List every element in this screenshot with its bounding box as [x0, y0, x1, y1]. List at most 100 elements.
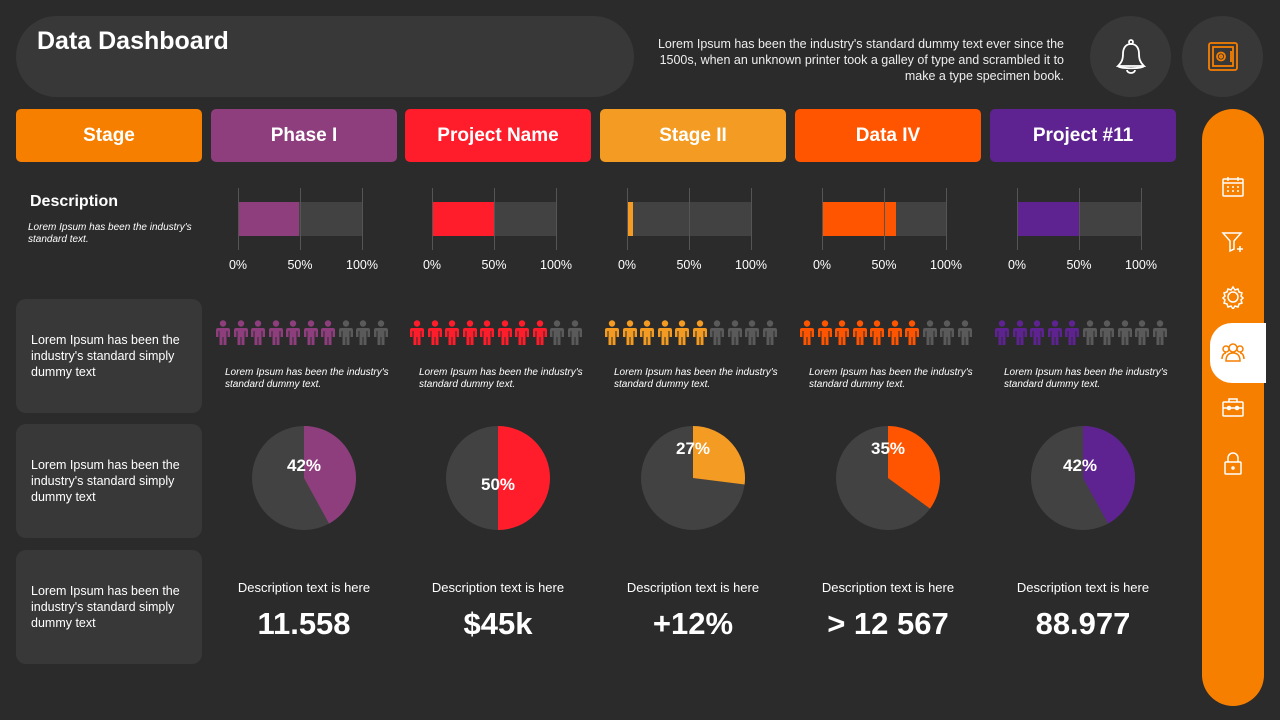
person-icon: [640, 320, 654, 345]
person-icon: [445, 320, 459, 345]
tick-label: 50%: [287, 258, 313, 272]
settings-icon[interactable]: [1221, 285, 1245, 309]
person-icon: [286, 320, 300, 345]
gridline: [822, 188, 823, 250]
gridline: [432, 188, 433, 250]
person-icon: [657, 320, 672, 345]
person-icon: [835, 320, 849, 345]
tick-label: 50%: [1066, 258, 1092, 272]
toolbox-icon[interactable]: [1221, 395, 1245, 419]
gridline: [556, 188, 557, 250]
person-icon: [427, 320, 442, 345]
person-icon: [550, 320, 564, 345]
safe-button[interactable]: [1182, 16, 1263, 97]
progress-bar-fill: [238, 202, 299, 236]
people-caption: Lorem Ipsum has been the industry's stan…: [225, 367, 389, 390]
people-gauge: [604, 320, 778, 345]
person-icon: [762, 320, 777, 345]
notifications-button[interactable]: [1090, 16, 1171, 97]
pie-label: 35%: [870, 439, 906, 458]
people-caption: Lorem Ipsum has been the industry's stan…: [809, 367, 973, 390]
person-icon: [338, 320, 353, 345]
metric-description: Description text is here: [431, 580, 565, 595]
person-icon: [251, 320, 265, 345]
progress-bar: 0% 50% 100%: [423, 188, 572, 272]
tick-label: 0%: [812, 258, 832, 272]
gridline: [362, 188, 363, 250]
person-icon: [940, 320, 954, 345]
people-gauge: [409, 320, 583, 345]
lock-icon[interactable]: [1221, 451, 1245, 475]
pie-label: 27%: [675, 439, 711, 458]
pie-slice: [888, 426, 940, 509]
person-icon: [1117, 320, 1132, 345]
column-header-3[interactable]: Stage II: [600, 109, 786, 162]
metric-value: +12%: [652, 606, 734, 641]
progress-bar: 0% 50% 100%: [229, 188, 378, 272]
calendar-icon[interactable]: [1221, 175, 1245, 199]
progress-bar-fill: [822, 202, 897, 236]
pie-chart: 27%: [641, 426, 745, 530]
column-header-1[interactable]: Phase I: [211, 109, 397, 162]
person-icon: [675, 320, 689, 345]
person-icon: [692, 320, 707, 345]
pie-chart: 42%: [1031, 426, 1135, 530]
metric-value: > 12 567: [827, 606, 949, 641]
metric-description: Description text is here: [821, 580, 955, 595]
tick-label: 0%: [617, 258, 637, 272]
metric-value: $45k: [463, 606, 533, 641]
filter-add-icon[interactable]: [1221, 230, 1245, 254]
pie-label: 50%: [480, 475, 516, 494]
pie-slice: [1083, 426, 1135, 524]
tick-label: 0%: [228, 258, 248, 272]
person-icon: [957, 320, 972, 345]
gridline: [1141, 188, 1142, 250]
people-caption: Lorem Ipsum has been the industry's stan…: [419, 367, 583, 390]
description-text: Lorem Ipsum has been the industry's stan…: [28, 222, 192, 245]
people-caption: Lorem Ipsum has been the industry's stan…: [1004, 367, 1168, 390]
column-header-4[interactable]: Data IV: [795, 109, 981, 162]
column-header-0[interactable]: Stage: [16, 109, 202, 162]
tick-label: 100%: [540, 258, 572, 272]
person-icon: [1065, 320, 1079, 345]
person-icon: [1012, 320, 1027, 345]
tick-label: 100%: [346, 258, 378, 272]
person-icon: [462, 320, 477, 345]
person-icon: [605, 320, 619, 345]
tick-label: 50%: [676, 258, 702, 272]
column-header-5[interactable]: Project #11: [990, 109, 1176, 162]
person-icon: [373, 320, 388, 345]
people-gauge: [994, 320, 1168, 345]
tick-label: 50%: [481, 258, 507, 272]
header-description: Lorem Ipsum has been the industry's stan…: [657, 37, 1064, 83]
pie-label: 42%: [1062, 456, 1098, 475]
gridline: [300, 188, 301, 250]
metric-description: Description text is here: [1016, 580, 1150, 595]
column-header-2[interactable]: Project Name: [405, 109, 591, 162]
person-icon: [800, 320, 814, 345]
person-icon: [1047, 320, 1062, 345]
person-icon: [268, 320, 283, 345]
person-icon: [727, 320, 742, 345]
person-icon: [356, 320, 370, 345]
person-icon: [745, 320, 759, 345]
tick-label: 100%: [735, 258, 767, 272]
gridline: [627, 188, 628, 250]
pie-chart: 35%: [836, 426, 940, 530]
person-icon: [532, 320, 547, 345]
person-icon: [480, 320, 494, 345]
gridline: [238, 188, 239, 250]
person-icon: [303, 320, 318, 345]
person-icon: [922, 320, 937, 345]
person-icon: [497, 320, 512, 345]
person-icon: [1030, 320, 1044, 345]
person-icon: [321, 320, 335, 345]
sidebar-active-tab: [1210, 323, 1266, 383]
progress-bar-fill: [1017, 202, 1079, 236]
pie-chart: 42%: [252, 426, 357, 530]
gridline: [946, 188, 947, 250]
users-icon[interactable]: [1221, 340, 1245, 364]
progress-bar: 0% 50% 100%: [813, 188, 962, 272]
person-icon: [870, 320, 884, 345]
metric-value: 11.558: [257, 606, 351, 641]
